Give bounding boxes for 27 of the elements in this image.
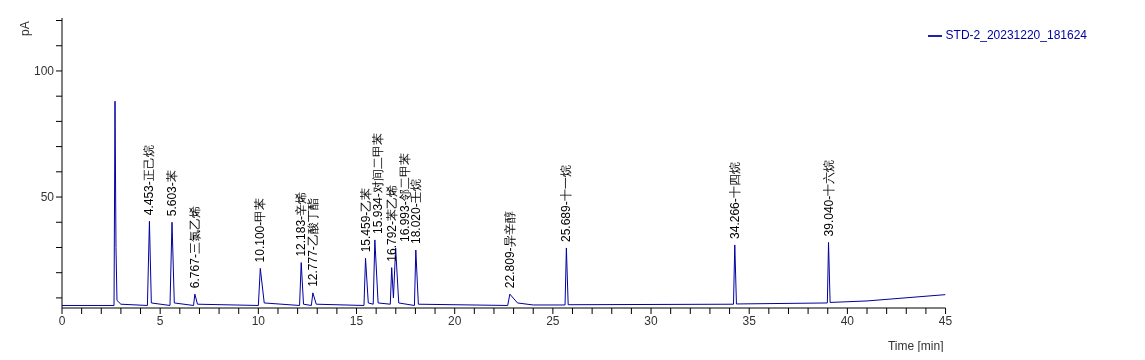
- y-axis-title: pA: [17, 21, 32, 36]
- x-tick-label: 5: [156, 313, 164, 328]
- annotation: 10.100-甲苯: [253, 197, 268, 263]
- x-tick-label: 40: [840, 313, 855, 328]
- x-tick-label: 35: [742, 313, 757, 328]
- annotation: 6.767-三氯乙烯: [187, 206, 202, 289]
- annotation: 15.934-对间二甲苯: [370, 133, 385, 234]
- x-axis-title: Time [min]: [887, 339, 944, 353]
- y-tick-label: 50: [40, 190, 55, 205]
- x-tick-label: 20: [448, 313, 462, 328]
- x-tick-label: 30: [644, 313, 659, 328]
- annotation: 4.453-正己烷: [142, 145, 157, 216]
- annotation: 22.809-异辛醇: [502, 211, 517, 289]
- y-tick-label: 100: [33, 64, 55, 79]
- x-tick-label: 0: [58, 313, 66, 328]
- annotation: 34.266-十四烷: [727, 162, 742, 239]
- x-tick-label: 10: [251, 313, 266, 328]
- x-tick-label: 45: [938, 313, 953, 328]
- annotation: 25.689-十一烷: [559, 165, 574, 242]
- annotation: 39.040-十六烷: [821, 159, 836, 237]
- annotation: 15.459-乙苯: [358, 187, 373, 253]
- legend-label: STD-2_20231220_181624: [945, 28, 1087, 42]
- annotation: 16.792-苯乙烯: [384, 184, 399, 262]
- annotation: 12.777-乙酸丁酯: [305, 198, 320, 287]
- x-tick-label: 15: [349, 313, 364, 328]
- x-tick-label: 25: [546, 313, 560, 328]
- annotation: 5.603-苯: [165, 170, 180, 217]
